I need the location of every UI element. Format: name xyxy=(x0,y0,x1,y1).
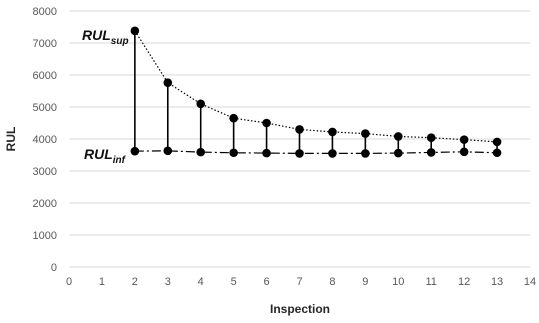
marker-sup xyxy=(328,127,337,137)
marker-inf xyxy=(196,147,206,157)
marker-inf xyxy=(361,149,370,158)
y-tick-label: 5000 xyxy=(33,102,57,114)
y-tick-label: 1000 xyxy=(33,230,57,242)
y-tick-label: 7000 xyxy=(33,38,57,50)
marker-sup xyxy=(426,133,436,143)
y-tick-label: 4000 xyxy=(33,134,57,146)
series-line-sup xyxy=(134,30,498,143)
marker-sup xyxy=(393,132,403,141)
marker-sup xyxy=(361,129,370,138)
y-tick-label: 3000 xyxy=(33,166,57,178)
marker-inf xyxy=(163,146,173,156)
connector-lines xyxy=(134,30,498,154)
x-tick-label: 13 xyxy=(491,276,503,288)
x-tick-label: 11 xyxy=(426,276,437,288)
y-tick-label: 8000 xyxy=(33,6,57,18)
x-tick-label: 8 xyxy=(329,276,335,288)
marker-inf xyxy=(393,148,403,158)
marker-inf xyxy=(492,148,502,158)
marker-inf xyxy=(328,149,337,158)
marker-sup xyxy=(229,113,238,123)
x-tick-label: 1 xyxy=(99,276,105,288)
series-label-inf: RULinf xyxy=(84,146,127,166)
series-line-inf xyxy=(134,150,498,154)
x-axis-title: Inspection xyxy=(270,302,330,316)
marker-sup xyxy=(262,118,271,128)
x-tick-label: 0 xyxy=(66,276,72,288)
marker-sup xyxy=(130,26,140,36)
marker-inf xyxy=(229,148,238,158)
series-lines xyxy=(134,30,498,154)
y-tick-label: 2000 xyxy=(33,198,57,210)
series-label-sup: RULsup xyxy=(82,27,129,47)
marker-sup xyxy=(163,78,173,87)
marker-sup xyxy=(492,137,502,147)
y-tick-label: 0 xyxy=(51,262,57,274)
x-tick-label: 12 xyxy=(458,276,470,288)
marker-inf xyxy=(426,148,436,157)
marker-inf xyxy=(262,148,271,158)
marker-sup xyxy=(459,135,469,144)
x-tick-label: 9 xyxy=(362,276,368,288)
marker-inf xyxy=(295,149,304,158)
x-tick-label: 2 xyxy=(132,276,138,288)
marker-sup xyxy=(295,125,304,134)
x-tick-label: 14 xyxy=(524,276,536,288)
x-tick-label: 7 xyxy=(296,276,302,288)
series-markers xyxy=(130,26,502,158)
x-tick-labels: 0 1 2 3 4 5 6 7 8 9 10 11 12 13 14 xyxy=(66,276,536,288)
x-tick-label: 5 xyxy=(231,276,237,288)
marker-inf xyxy=(130,146,140,156)
x-tick-label: 10 xyxy=(392,276,404,288)
marker-inf xyxy=(459,147,469,157)
y-axis-title: RUL xyxy=(4,127,18,152)
x-tick-label: 3 xyxy=(165,276,171,288)
y-tick-label: 6000 xyxy=(33,70,57,82)
marker-sup xyxy=(196,99,206,109)
x-tick-label: 4 xyxy=(198,276,204,288)
x-tick-label: 6 xyxy=(264,276,270,288)
y-tick-labels: 0 1000 2000 3000 4000 5000 6000 7000 8000 xyxy=(33,6,57,274)
